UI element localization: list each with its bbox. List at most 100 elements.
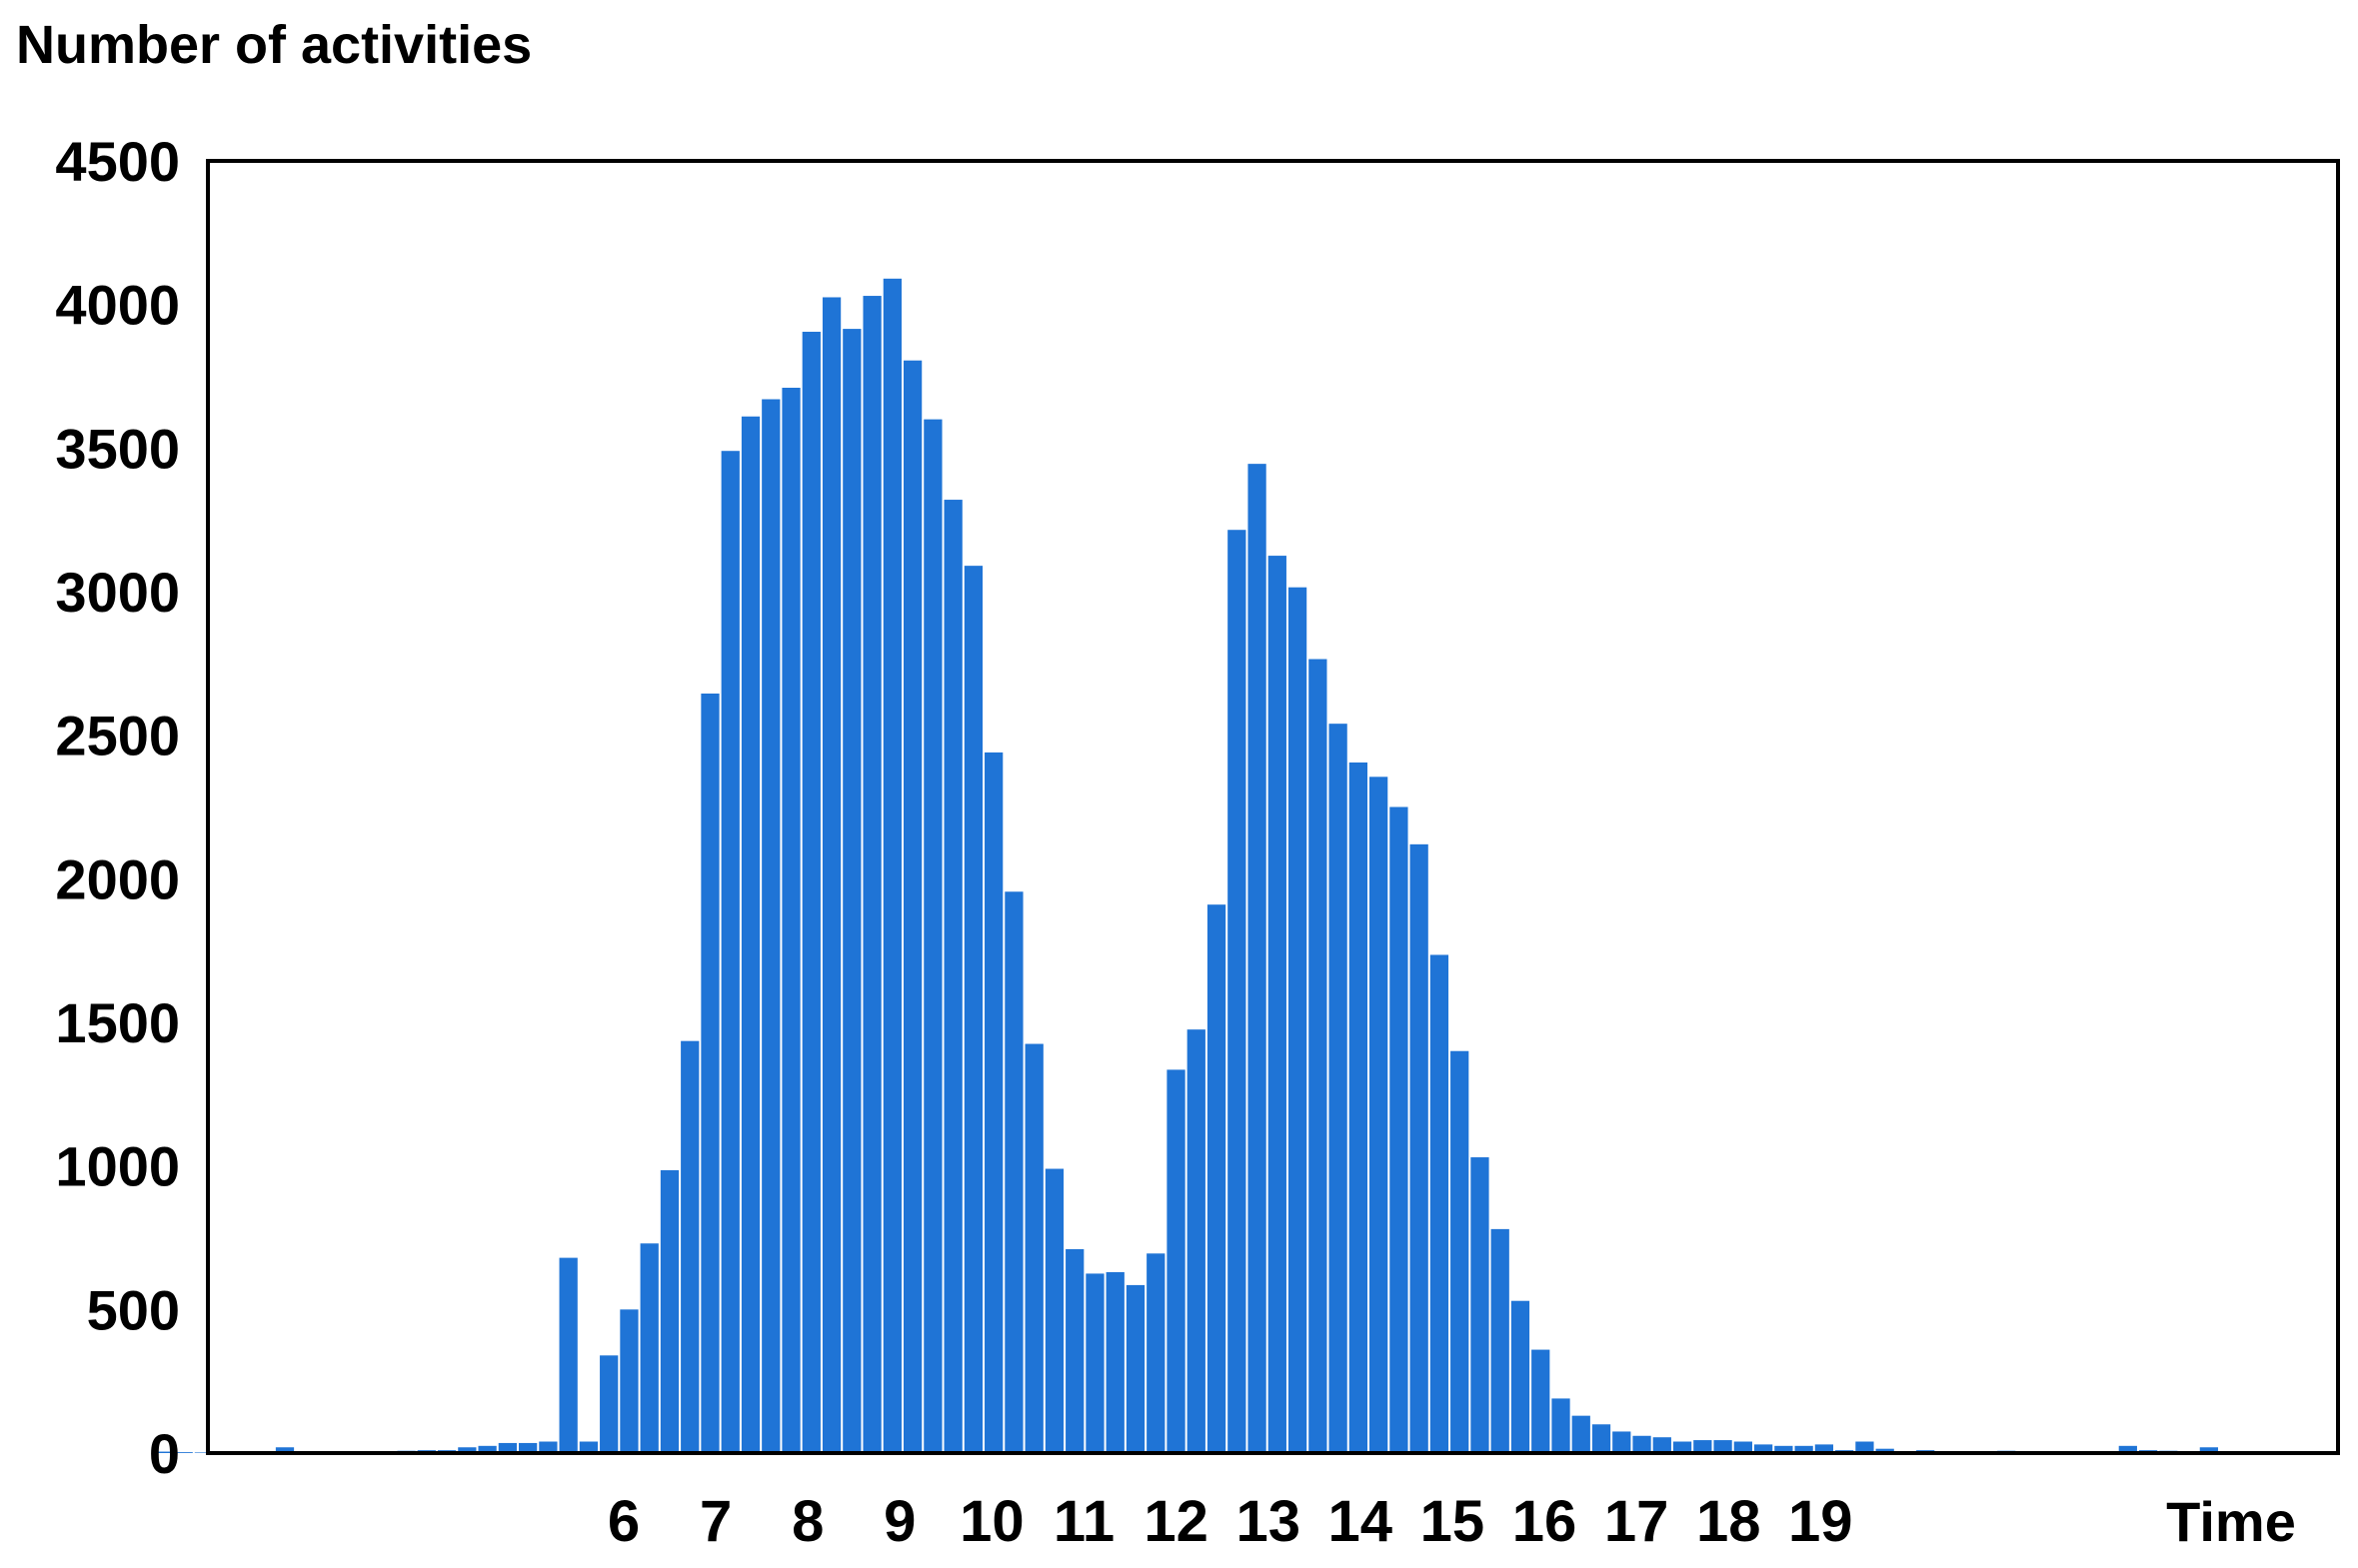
bar [1106, 1271, 1125, 1453]
bar [802, 331, 821, 1454]
bar [1429, 954, 1449, 1453]
bar [519, 1442, 538, 1453]
x-axis-title: Time [2166, 1490, 2296, 1553]
bar [194, 1452, 214, 1453]
bars-group [154, 278, 2219, 1454]
bar [1693, 1440, 1712, 1453]
y-tick-label: 1500 [55, 991, 180, 1054]
bar [944, 500, 963, 1453]
bar [1147, 1253, 1166, 1453]
bar [883, 278, 902, 1453]
bar [1814, 1444, 1834, 1453]
x-tick-label: 15 [1420, 1489, 1485, 1554]
bar [478, 1445, 497, 1453]
bar [1774, 1445, 1793, 1453]
y-tick-label: 2000 [55, 847, 180, 910]
bar [1045, 1168, 1065, 1453]
x-tick-label: 6 [608, 1489, 640, 1554]
y-tick-label: 3500 [55, 417, 180, 480]
bar [1632, 1435, 1651, 1453]
bar [1227, 530, 1246, 1453]
y-tick-label: 2500 [55, 705, 180, 768]
bar [2199, 1447, 2219, 1453]
bar [174, 1452, 193, 1453]
x-tick-label: 11 [1054, 1489, 1115, 1554]
bar [539, 1441, 558, 1453]
bar [863, 296, 882, 1453]
x-ticks-group: 6 7 8 9 10 11 12 13 14 15 16 17 18 19 [608, 1489, 1853, 1554]
bar [1066, 1248, 1085, 1453]
bar [1005, 891, 1024, 1453]
bar [660, 1169, 680, 1453]
y-tick-label: 1000 [55, 1135, 180, 1198]
bar [1510, 1300, 1530, 1453]
bar [579, 1441, 599, 1453]
bar [1470, 1157, 1489, 1453]
bar [1167, 1069, 1185, 1453]
bar [681, 1040, 700, 1453]
bar [741, 416, 761, 1454]
x-tick-label: 16 [1512, 1489, 1577, 1554]
bar [620, 1309, 639, 1453]
bar [924, 419, 943, 1454]
bar [843, 329, 862, 1454]
bar [1086, 1273, 1105, 1453]
bar [1308, 659, 1327, 1453]
x-tick-label: 8 [792, 1489, 824, 1554]
bar [701, 694, 720, 1453]
bar [1875, 1448, 1894, 1453]
bar [1247, 464, 1266, 1453]
bar [1450, 1050, 1469, 1453]
x-tick-label: 9 [884, 1489, 916, 1554]
bar [1409, 843, 1428, 1453]
bar [275, 1447, 295, 1453]
x-tick-label: 12 [1144, 1489, 1208, 1554]
bar [154, 1451, 173, 1453]
bar [1612, 1431, 1631, 1453]
bar [1348, 762, 1368, 1453]
bar [762, 399, 781, 1453]
y-ticks-group: 0 500 1000 1500 2000 2500 3000 3500 4000 4500 [55, 130, 180, 1485]
x-tick-label: 10 [960, 1489, 1025, 1554]
bar [1672, 1441, 1692, 1453]
bar [1531, 1349, 1550, 1453]
bar [498, 1442, 517, 1453]
bar [1287, 587, 1307, 1453]
x-tick-label: 13 [1235, 1489, 1300, 1554]
x-tick-label: 19 [1788, 1489, 1853, 1554]
bar [600, 1355, 619, 1453]
bar [964, 566, 984, 1453]
bar [1713, 1440, 1732, 1453]
y-tick-label: 0 [149, 1422, 180, 1485]
bar [1794, 1445, 1813, 1453]
bar [903, 360, 923, 1454]
bar [1206, 904, 1226, 1453]
x-tick-label: 18 [1696, 1489, 1761, 1554]
bar [1186, 1029, 1205, 1453]
x-tick-label: 14 [1328, 1489, 1393, 1554]
bar [1652, 1437, 1671, 1453]
plot-frame [206, 159, 2340, 1455]
bar [985, 752, 1004, 1453]
y-tick-label: 4500 [55, 130, 180, 193]
y-tick-label: 500 [87, 1278, 180, 1341]
x-tick-label: 17 [1604, 1489, 1669, 1554]
bar [1328, 724, 1347, 1453]
bar [1591, 1424, 1611, 1453]
bar [1389, 806, 1408, 1453]
bar [2118, 1445, 2137, 1453]
bar [559, 1257, 578, 1453]
bar [1733, 1441, 1752, 1453]
bar [721, 451, 740, 1454]
bar [1753, 1444, 1773, 1453]
bar [1855, 1441, 1874, 1453]
y-tick-label: 3000 [55, 561, 180, 624]
bar [1490, 1228, 1509, 1453]
bar [1551, 1398, 1570, 1453]
bar [782, 387, 801, 1453]
bar [1369, 777, 1388, 1453]
y-tick-label: 4000 [55, 274, 180, 337]
bar [640, 1243, 659, 1453]
y-axis-title: Number of activities [16, 15, 532, 75]
